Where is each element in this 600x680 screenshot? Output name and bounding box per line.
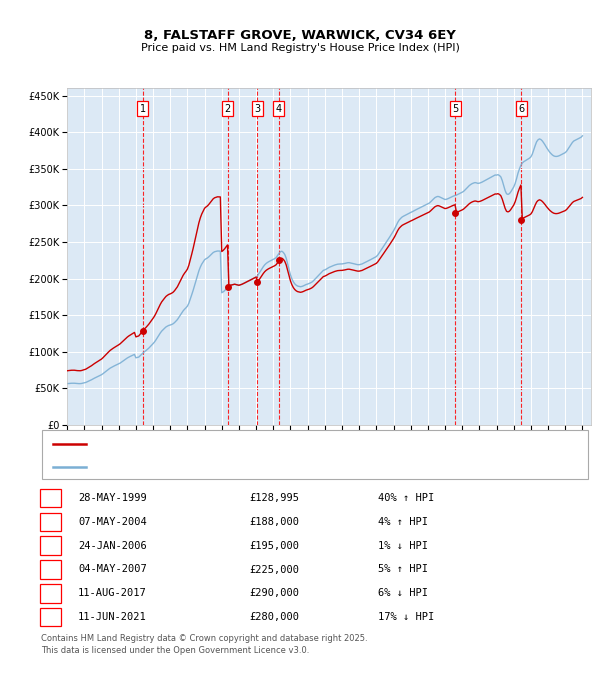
Text: Price paid vs. HM Land Registry's House Price Index (HPI): Price paid vs. HM Land Registry's House … — [140, 43, 460, 53]
Text: 1: 1 — [140, 104, 146, 114]
Text: £280,000: £280,000 — [249, 612, 299, 622]
Text: 17% ↓ HPI: 17% ↓ HPI — [378, 612, 434, 622]
Text: 8, FALSTAFF GROVE, WARWICK, CV34 6EY: 8, FALSTAFF GROVE, WARWICK, CV34 6EY — [144, 29, 456, 42]
Text: £128,995: £128,995 — [249, 493, 299, 503]
Text: £195,000: £195,000 — [249, 541, 299, 551]
Text: 2: 2 — [224, 104, 231, 114]
Text: 6: 6 — [518, 104, 524, 114]
Text: 5: 5 — [47, 588, 54, 598]
Text: 3: 3 — [47, 541, 54, 551]
Text: 8, FALSTAFF GROVE, WARWICK, CV34 6EY (semi-detached house): 8, FALSTAFF GROVE, WARWICK, CV34 6EY (se… — [93, 439, 412, 449]
Text: 24-JAN-2006: 24-JAN-2006 — [78, 541, 147, 551]
Text: 28-MAY-1999: 28-MAY-1999 — [78, 493, 147, 503]
Text: 4: 4 — [276, 104, 282, 114]
Text: Contains HM Land Registry data © Crown copyright and database right 2025.: Contains HM Land Registry data © Crown c… — [41, 634, 367, 643]
Text: 5% ↑ HPI: 5% ↑ HPI — [378, 564, 428, 575]
Text: 1% ↓ HPI: 1% ↓ HPI — [378, 541, 428, 551]
Text: £225,000: £225,000 — [249, 564, 299, 575]
Text: £188,000: £188,000 — [249, 517, 299, 527]
Text: 04-MAY-2007: 04-MAY-2007 — [78, 564, 147, 575]
Text: 4: 4 — [47, 564, 54, 575]
Text: 4% ↑ HPI: 4% ↑ HPI — [378, 517, 428, 527]
Text: 40% ↑ HPI: 40% ↑ HPI — [378, 493, 434, 503]
Text: 3: 3 — [254, 104, 260, 114]
Text: £290,000: £290,000 — [249, 588, 299, 598]
Text: This data is licensed under the Open Government Licence v3.0.: This data is licensed under the Open Gov… — [41, 646, 309, 655]
Text: 1: 1 — [47, 493, 54, 503]
Text: 6: 6 — [47, 612, 54, 622]
Text: 2: 2 — [47, 517, 54, 527]
Text: 07-MAY-2004: 07-MAY-2004 — [78, 517, 147, 527]
Text: 11-AUG-2017: 11-AUG-2017 — [78, 588, 147, 598]
Text: 6% ↓ HPI: 6% ↓ HPI — [378, 588, 428, 598]
Text: HPI: Average price, semi-detached house, Warwick: HPI: Average price, semi-detached house,… — [93, 462, 341, 472]
Text: 5: 5 — [452, 104, 458, 114]
Text: 11-JUN-2021: 11-JUN-2021 — [78, 612, 147, 622]
